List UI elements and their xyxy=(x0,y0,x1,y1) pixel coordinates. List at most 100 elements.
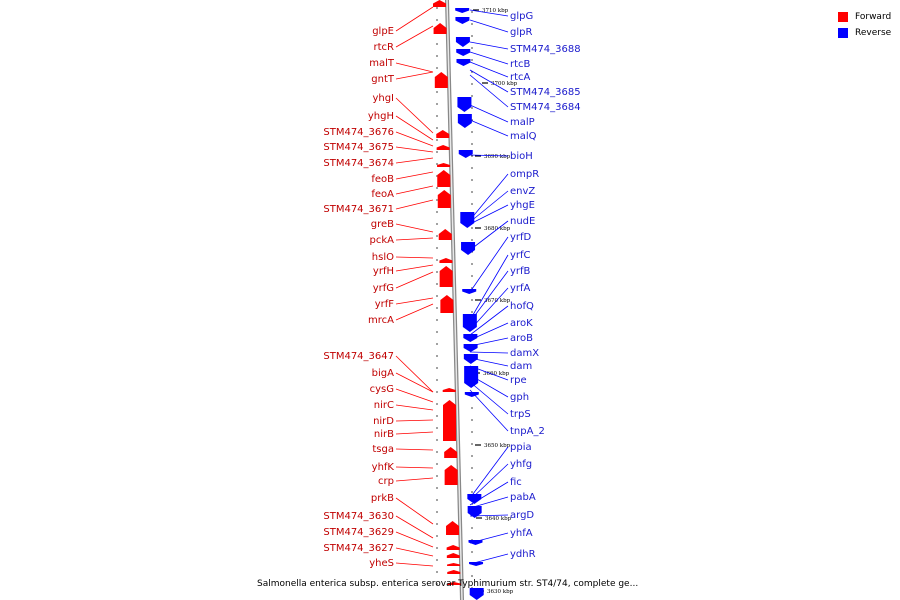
reverse-connector xyxy=(469,236,509,293)
reverse-connector xyxy=(469,204,509,225)
forward-gene-arrow xyxy=(447,563,461,566)
genome-caption: Salmonella enterica subsp. enterica sero… xyxy=(257,579,639,589)
forward-connector xyxy=(395,25,434,48)
forward-connector xyxy=(395,404,434,411)
reverse-gene-label: ydhR xyxy=(510,549,536,560)
reverse-connector xyxy=(469,446,509,499)
reverse-gene-label: yrfC xyxy=(510,250,531,261)
reverse-gene-arrow xyxy=(456,59,471,66)
reverse-gene-arrow xyxy=(456,49,471,56)
reverse-connector xyxy=(469,119,509,137)
forward-gene-label: malT xyxy=(369,58,395,69)
forward-gene-arrow xyxy=(447,570,461,574)
legend-reverse-label: Reverse xyxy=(855,28,892,38)
reverse-connector xyxy=(469,532,509,544)
forward-gene-label: feoA xyxy=(371,189,394,200)
forward-connector xyxy=(395,6,434,32)
reverse-gene-label: yrfB xyxy=(510,266,531,277)
forward-gene-label: yhgI xyxy=(372,93,394,104)
forward-gene-label: STM474_3675 xyxy=(323,142,394,153)
reverse-connector xyxy=(469,481,509,506)
forward-connector xyxy=(395,297,434,305)
forward-connector xyxy=(395,477,434,482)
reverse-swatch xyxy=(838,28,848,38)
forward-gene-label: feoB xyxy=(371,174,394,185)
scale-tick-label: 3670 kbp xyxy=(484,298,511,304)
reverse-gene-arrow xyxy=(455,37,470,47)
reverse-gene-arrow xyxy=(457,97,472,112)
forward-gene-arrow xyxy=(434,72,448,88)
forward-gene-arrow xyxy=(440,295,454,313)
reverse-gene-label: trpS xyxy=(510,409,531,420)
forward-connector xyxy=(395,497,434,525)
reverse-gene-arrow xyxy=(458,150,473,158)
forward-gene-label: yhfK xyxy=(372,462,395,473)
forward-connector xyxy=(395,303,434,321)
reverse-connector xyxy=(469,220,509,251)
forward-connector xyxy=(395,157,434,164)
reverse-connector xyxy=(469,374,509,398)
forward-gene-arrow xyxy=(437,170,451,187)
forward-gene-arrow xyxy=(438,229,452,240)
forward-swatch xyxy=(838,12,848,22)
forward-gene-label: STM474_3671 xyxy=(323,204,394,215)
forward-gene-label: yrfG xyxy=(373,283,394,294)
reverse-gene-label: hofQ xyxy=(510,301,534,312)
forward-connector xyxy=(395,97,434,134)
reverse-connector xyxy=(469,104,509,123)
reverse-gene-label: malQ xyxy=(510,131,537,142)
reverse-gene-label: yhfg xyxy=(510,459,532,470)
scale-tick-label: 3640 kbp xyxy=(485,516,512,522)
reverse-gene-arrow xyxy=(463,354,478,364)
reverse-gene-label: rtcA xyxy=(510,72,531,83)
reverse-connector xyxy=(469,190,509,223)
legend: Forward Reverse xyxy=(838,9,891,41)
reverse-gene-label: gph xyxy=(510,392,529,403)
forward-gene-label: hslO xyxy=(372,252,394,263)
reverse-gene-label: fic xyxy=(510,477,522,488)
forward-connector xyxy=(395,115,434,141)
forward-gene-label: prkB xyxy=(371,493,394,504)
reverse-gene-arrow xyxy=(462,314,477,332)
forward-gene-arrow xyxy=(436,130,450,138)
reverse-gene-label: aroK xyxy=(510,318,533,329)
reverse-gene-label: yrfA xyxy=(510,283,531,294)
reverse-connector xyxy=(469,351,509,354)
reverse-connector xyxy=(469,365,509,381)
reverse-gene-arrow xyxy=(461,242,476,255)
forward-connector xyxy=(395,448,434,451)
forward-gene-label: crp xyxy=(378,476,394,487)
reverse-connector xyxy=(469,254,509,321)
reverse-connector xyxy=(469,322,509,341)
reverse-gene-label: yrfD xyxy=(510,232,532,243)
reverse-connector xyxy=(469,496,509,509)
forward-connector xyxy=(395,146,434,153)
forward-connector xyxy=(395,466,434,469)
reverse-gene-arrow xyxy=(457,114,472,128)
reverse-connector xyxy=(469,9,509,17)
reverse-gene-label: damX xyxy=(510,348,539,359)
reverse-gene-arrow xyxy=(463,344,478,352)
forward-gene-arrow xyxy=(437,190,451,208)
forward-connector xyxy=(395,388,434,403)
forward-gene-label: STM474_3676 xyxy=(323,127,394,138)
forward-connector xyxy=(395,237,434,241)
reverse-connector xyxy=(469,19,509,33)
forward-gene-label: gntT xyxy=(371,74,395,85)
reverse-gene-arrow xyxy=(464,392,479,397)
reverse-connector xyxy=(469,61,509,78)
reverse-gene-label: glpR xyxy=(510,27,532,38)
reverse-gene-label: pabA xyxy=(510,492,536,503)
forward-connector xyxy=(395,547,434,557)
reverse-connector xyxy=(469,74,509,108)
forward-gene-arrow xyxy=(446,545,460,550)
forward-gene-label: STM474_3674 xyxy=(323,158,394,169)
reverse-connector xyxy=(469,463,509,501)
forward-gene-label: glpE xyxy=(372,26,394,37)
reverse-connector xyxy=(469,270,509,323)
reverse-gene-label: rtcB xyxy=(510,59,531,70)
forward-gene-arrow xyxy=(433,23,447,34)
forward-connector xyxy=(395,71,434,80)
reverse-connector xyxy=(469,154,509,157)
